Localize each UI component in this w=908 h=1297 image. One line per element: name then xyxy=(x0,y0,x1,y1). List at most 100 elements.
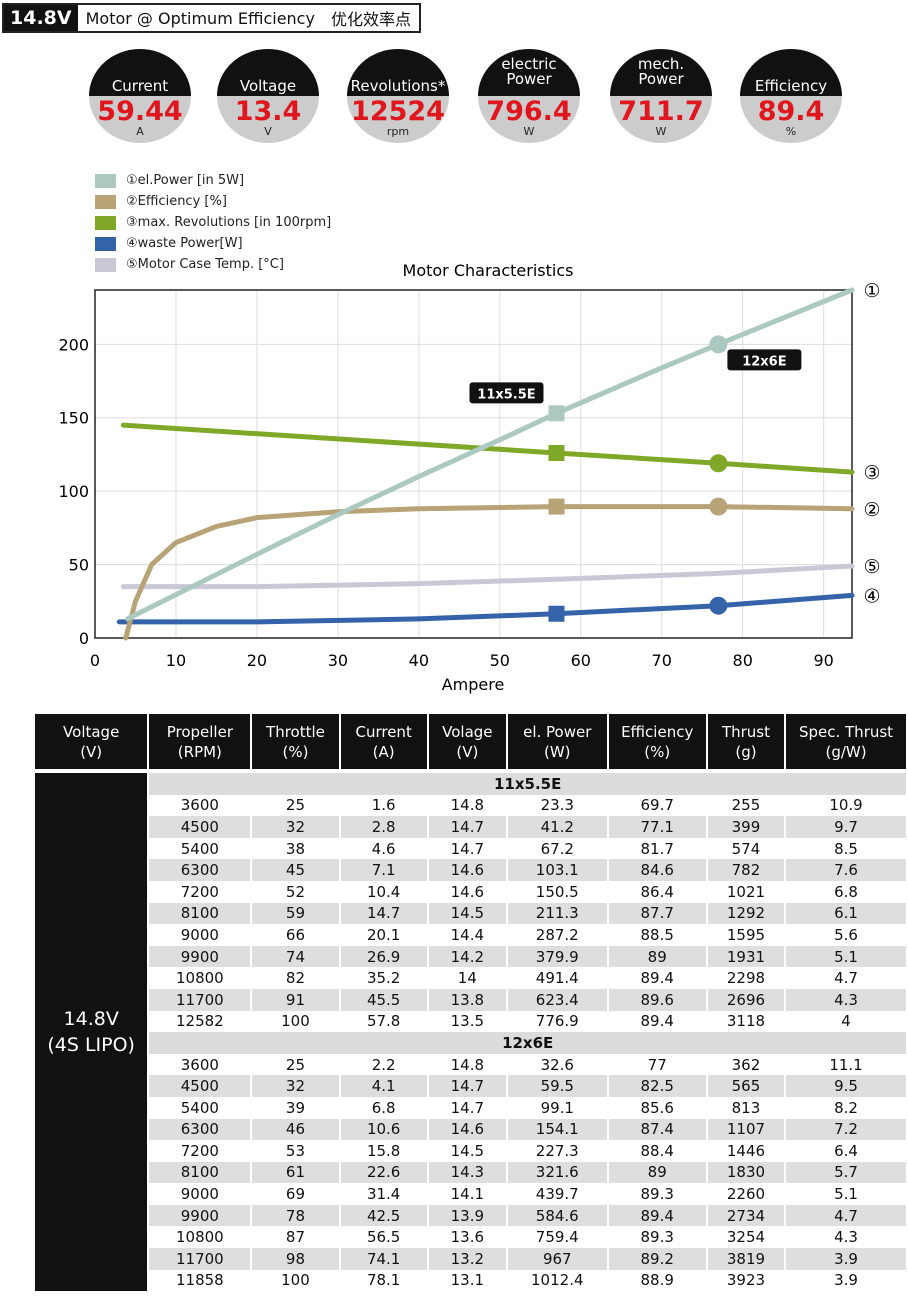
table-cell: 10800 xyxy=(176,969,224,988)
legend-item: ③max. Revolutions [in 100rpm] xyxy=(95,212,331,233)
gauge-value: 13.4 xyxy=(234,96,302,127)
table-cell: 5.1 xyxy=(834,1185,858,1204)
performance-table: Voltage (V) Propeller (RPM) Throttle (%) Curre… xyxy=(33,714,908,1292)
series-end-label: ④ xyxy=(863,585,880,607)
y-tick-label: 200 xyxy=(58,335,89,354)
table-cell: 100 xyxy=(281,1012,310,1031)
gauge-unit: rpm xyxy=(386,125,410,138)
table-cell: 10.4 xyxy=(366,882,401,901)
table-cell: 7.2 xyxy=(786,1118,906,1141)
table-cell: 9900 xyxy=(149,1204,251,1227)
gauge-unit: A xyxy=(136,125,144,138)
table-cell: 88.5 xyxy=(640,925,674,944)
table-cell: 14.7 xyxy=(428,1075,506,1097)
table-row: 4500 32 4.1 14.7 59.5 82.5 565 9.5 xyxy=(35,1075,906,1097)
table-cell: 759.4 xyxy=(535,1228,579,1247)
table-cell: 88.9 xyxy=(640,1271,674,1290)
table-cell: 5.7 xyxy=(786,1161,906,1184)
table-cell: 42.5 xyxy=(340,1204,427,1227)
x-tick-label: 10 xyxy=(166,651,186,670)
table-cell: 5.6 xyxy=(834,925,858,944)
table-cell: 4.1 xyxy=(340,1075,427,1097)
page-title: Motor @ Optimum Efficiency xyxy=(85,8,315,28)
legend-swatch xyxy=(95,236,116,251)
table-cell: 12582 xyxy=(176,1012,224,1031)
table-cell: 8100 xyxy=(149,1161,251,1184)
table-cell: 7.6 xyxy=(786,859,906,881)
table-cell: 88.4 xyxy=(640,1141,674,1160)
table-cell: 13.5 xyxy=(450,1012,485,1031)
legend-item: ④waste Power[W] xyxy=(95,233,331,254)
table-cell: 66 xyxy=(285,925,306,944)
table-cell: 1107 xyxy=(707,1118,785,1141)
table-cell: 14.6 xyxy=(450,882,485,901)
table-header-row: Voltage (V) Propeller (RPM) Throttle (%) Curre… xyxy=(35,714,906,769)
table-cell: 3600 xyxy=(180,796,219,815)
voltage-badge: 14.8V xyxy=(4,5,78,31)
table-cell: 10800 xyxy=(176,1228,224,1247)
table-cell: 87.4 xyxy=(608,1118,706,1141)
table-cell: 5.1 xyxy=(786,945,906,968)
table-cell: 82.5 xyxy=(608,1075,706,1097)
gauge-unit: W xyxy=(655,125,667,138)
column-header: Efficiency (%) xyxy=(608,714,706,769)
table-cell: 7.1 xyxy=(340,859,427,881)
table-cell: 15.8 xyxy=(366,1141,401,1160)
table-cell: 5400 xyxy=(180,1098,219,1117)
table-cell: 1931 xyxy=(707,945,785,968)
table-cell: 439.7 xyxy=(535,1185,579,1204)
annotation-badge xyxy=(727,349,802,371)
series-line xyxy=(124,287,855,622)
table-cell: 45 xyxy=(252,859,339,881)
table-cell: 78 xyxy=(252,1204,339,1227)
table-cell: 2734 xyxy=(707,1204,785,1227)
table-cell: 7200 xyxy=(180,1141,219,1160)
table-cell: 81.7 xyxy=(640,839,674,858)
table-cell: 77.1 xyxy=(608,816,706,838)
table-cell: 87.7 xyxy=(608,902,706,925)
table-cell: 78.1 xyxy=(366,1271,401,1290)
table-cell: 1595 xyxy=(726,925,766,944)
table-cell: 32.6 xyxy=(540,1055,574,1074)
table-cell: 13.6 xyxy=(450,1228,485,1247)
table-cell: 3254 xyxy=(726,1228,766,1247)
marker-circle xyxy=(709,454,728,473)
series-end-label: ⑤ xyxy=(863,556,880,578)
table-cell: 11700 xyxy=(149,988,251,1011)
propeller-group-label: 12x6E xyxy=(149,1032,906,1054)
table-cell: 4.6 xyxy=(371,839,396,858)
table-cell: 13.9 xyxy=(428,1204,506,1227)
gauge-value: 711.7 xyxy=(618,96,704,127)
table-cell: 89 xyxy=(608,945,706,968)
series-line xyxy=(120,563,855,590)
table-cell: 14.4 xyxy=(450,925,485,944)
table-cell: 3819 xyxy=(707,1248,785,1270)
x-tick-label: 0 xyxy=(90,651,100,670)
table-cell: 8100 xyxy=(149,902,251,925)
table-cell: 23.3 xyxy=(540,796,574,815)
column-header: el. Power (W) xyxy=(507,714,607,769)
table-row: 6300 45 7.1 14.6 103.1 84.6 782 7.6 xyxy=(35,859,906,881)
table-cell: 9000 xyxy=(180,1185,219,1204)
table-cell: 11858 xyxy=(176,1271,224,1290)
legend-swatch xyxy=(95,215,116,230)
table-cell: 6.1 xyxy=(786,902,906,925)
column-header: Spec. Thrust (g/W) xyxy=(786,714,906,769)
table-cell: 4.7 xyxy=(834,969,858,988)
table-cell: 11700 xyxy=(149,1248,251,1270)
table-cell: 9900 xyxy=(149,945,251,968)
table-cell: 84.6 xyxy=(608,859,706,881)
table-cell: 25 xyxy=(285,1055,306,1074)
table-cell: 255 xyxy=(731,796,761,815)
table-cell: 14 xyxy=(457,969,477,988)
plot-frame xyxy=(94,289,853,639)
table-cell: 32 xyxy=(252,816,339,838)
table-cell: 89.4 xyxy=(640,1012,674,1031)
table-row: 10800 87 56.5 13.6 759.4 89.3 3254 4.3 xyxy=(35,1226,906,1248)
table-cell: 14.7 xyxy=(450,1098,485,1117)
table-cell: 39 xyxy=(285,1098,306,1117)
voltage-cell: 14.8V (4S LIPO) xyxy=(35,773,148,1292)
table-row: 9000 66 20.1 14.4 287.2 88.5 1595 5.6 xyxy=(35,924,906,946)
table-cell: 14.5 xyxy=(428,902,506,925)
